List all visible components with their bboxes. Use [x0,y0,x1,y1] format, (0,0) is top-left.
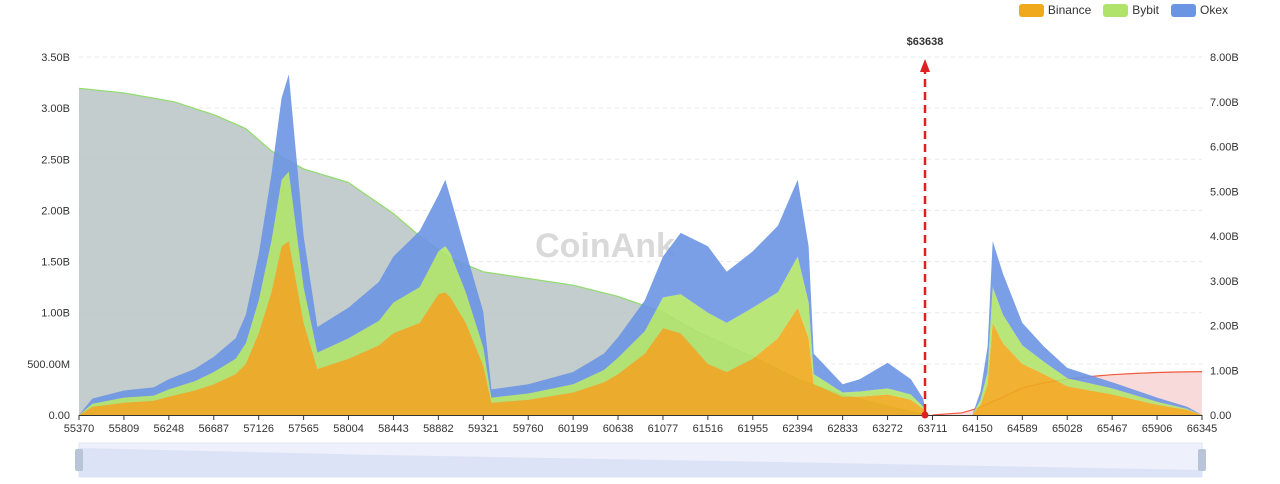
area-series [78,74,1203,416]
y-right-tick-label: 8.00B [1210,52,1239,64]
axes: 0.00 500.00M 1.00B 1.50B 2.00B 2.50B 3.00B 3.50… [27,52,1239,435]
x-tick-label: 56248 [154,423,185,435]
x-tick-label: 55809 [109,423,140,435]
y-right-tick-label: 2.00B [1210,321,1239,333]
y-right-tick-label: 1.00B [1210,365,1239,377]
legend-swatch-okex [1170,3,1196,17]
y-left-tick-label: 3.50B [41,52,70,64]
legend-swatch-bybit [1103,3,1129,17]
x-tick-label: 65028 [1052,423,1083,435]
y-left-tick-label: 3.00B [41,103,70,115]
y-right-tick-label: 6.00B [1210,142,1239,154]
y-left-tick-label: 1.50B [41,257,70,269]
current-price-arrow [920,59,931,72]
area-binance [79,241,1202,415]
x-tick-label: 61955 [738,423,769,435]
current-price-dot [921,411,929,419]
x-tick-label: 61077 [648,423,679,435]
x-tick-label: 57565 [288,423,319,435]
x-tick-label: 65467 [1097,423,1128,435]
legend-label-bybit: Bybit [1132,3,1159,17]
slider-handle-left[interactable] [75,449,83,471]
x-tick-label: 65906 [1142,423,1173,435]
area-bybit [79,171,1202,415]
x-tick-label: 60638 [603,423,634,435]
x-tick-label: 61516 [693,423,724,435]
legend-item-bybit[interactable]: Bybit [1103,3,1159,17]
x-tick-label: 62833 [827,423,858,435]
y-left-tick-label: 2.50B [41,154,70,166]
x-tick-label: 58004 [333,423,364,435]
x-tick-label: 58882 [423,423,454,435]
legend-item-binance[interactable]: Binance [1018,3,1092,17]
x-tick-label: 60199 [558,423,589,435]
x-tick-label: 63711 [918,423,948,435]
x-tick-label: 66345 [1187,423,1218,435]
x-tick-label: 57126 [243,423,274,435]
x-tick-label: 62394 [782,423,813,435]
x-tick-label: 56687 [198,423,229,435]
slider-preview [79,448,1202,477]
x-tick-label: 64589 [1007,423,1038,435]
x-tick-label: 64150 [962,423,993,435]
x-tick-label: 63272 [872,423,903,435]
y-right-tick-label: 0.00 [1210,410,1231,422]
area-okex [79,74,1202,416]
current-price-label: $63638 [907,36,944,48]
y-right-tick-label: 7.00B [1210,97,1239,109]
y-right-tick-label: 4.00B [1210,231,1239,243]
legend-label-binance: Binance [1047,3,1092,17]
legend-label-okex: Okex [1199,3,1228,17]
y-right-tick-label: 5.00B [1210,186,1239,198]
zoom-slider[interactable] [75,442,1206,478]
legend: Binance Bybit Okex [1018,3,1228,17]
slider-handle-right[interactable] [1198,449,1206,471]
y-left-tick-label: 2.00B [41,205,70,217]
current-price-marker: $63638 [907,36,944,419]
y-left-tick-label: 1.00B [41,308,70,320]
y-left-tick-label: 0.00 [49,410,70,422]
legend-swatch-binance [1018,3,1044,17]
watermark-text: CoinAnk [535,227,675,265]
y-left-tick-label: 500.00M [27,359,70,371]
y-right-tick-label: 3.00B [1210,276,1239,288]
x-tick-label: 59321 [468,423,499,435]
x-tick-label: 59760 [513,423,544,435]
x-tick-label: 55370 [64,423,95,435]
legend-item-okex[interactable]: Okex [1170,3,1228,17]
x-tick-label: 58443 [378,423,409,435]
